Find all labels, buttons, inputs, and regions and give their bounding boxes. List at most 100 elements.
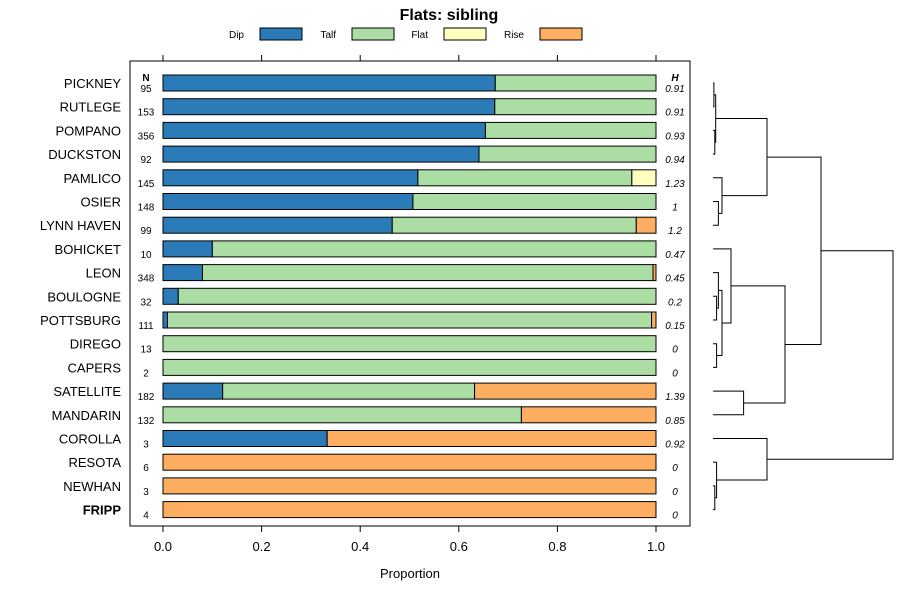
n-value-leon: 348 [138, 274, 155, 285]
category-label-resota: RESOTA [69, 455, 122, 470]
bar-segment-mandarin-rise [520, 406, 657, 424]
bar-segment-capers-talf [162, 358, 657, 376]
bars [162, 74, 657, 519]
bar-segment-newhan-rise [162, 477, 657, 495]
category-label-mandarin: MANDARIN [52, 408, 121, 423]
n-value-osier: 148 [138, 203, 155, 214]
bar-segment-lynn-haven-dip [162, 216, 393, 234]
h-value-newhan: 0 [672, 487, 678, 498]
h-value-pottsburg: 0.15 [665, 321, 685, 332]
dendrogram-branch-q [713, 438, 768, 481]
bar-segment-osier-dip [162, 193, 414, 210]
bar-segment-leon-rise [652, 264, 657, 282]
bar-segment-fripp-rise [162, 501, 657, 519]
bar-segment-boulogne-talf [177, 287, 657, 305]
dendrogram-branch-l [713, 390, 745, 416]
bar-segment-pamlico-flat [631, 169, 657, 187]
h-value-lynn-haven: 1.2 [668, 226, 682, 237]
h-value-corolla: 0.92 [665, 440, 685, 451]
dendrogram-branch-m [731, 285, 786, 404]
category-label-fripp: FRIPP [83, 503, 122, 518]
h-value-leon: 0.45 [665, 274, 685, 285]
bar-segment-pompano-dip [162, 121, 486, 139]
bar-segment-rutlege-talf [494, 98, 657, 116]
bar-segment-bohicket-dip [162, 240, 213, 258]
category-label-pompano: POMPANO [56, 123, 122, 138]
bar-segment-pickney-talf [494, 74, 657, 92]
bar-segment-corolla-dip [162, 430, 328, 447]
h-value-pamlico: 1.23 [665, 179, 685, 190]
bar-segment-pottsburg-rise [651, 311, 657, 329]
bar-segment-dirego-talf [162, 335, 657, 353]
n-value-bohicket: 10 [140, 250, 152, 261]
category-label-satellite: SATELLITE [53, 384, 121, 399]
x-tick-label-0: 0.0 [154, 539, 172, 554]
bar-segment-lynn-haven-talf [391, 216, 637, 234]
bar-segment-pamlico-dip [162, 169, 419, 187]
x-tick-label-5: 1.0 [647, 539, 665, 554]
x-axis-title: Proportion [380, 566, 440, 581]
bar-segment-corolla-rise [326, 430, 657, 447]
category-labels: PICKNEY 95 0.91 RUTLEGE 153 0.91 POMPANO 356 0.9… [40, 76, 685, 522]
bar-segment-pickney-dip [162, 74, 496, 92]
bar-segment-satellite-rise [474, 382, 657, 400]
category-label-boulogne: BOULOGNE [47, 289, 121, 304]
category-label-rutlege: RUTLEGE [60, 100, 122, 115]
x-axis: 0.0 0.2 0.4 0.6 0.8 1.0 [154, 55, 665, 554]
legend-label-flat: Flat [411, 30, 428, 41]
n-value-resota: 6 [143, 463, 149, 474]
category-label-bohicket: BOHICKET [55, 242, 122, 257]
category-label-newhan: NEWHAN [63, 479, 121, 494]
category-label-pickney: PICKNEY [64, 76, 121, 91]
bar-segment-resota-rise [162, 453, 657, 471]
n-value-newhan: 3 [143, 487, 149, 498]
n-value-pickney: 95 [140, 84, 152, 95]
n-value-rutlege: 153 [138, 108, 155, 119]
dendrogram-branch-f [715, 118, 768, 197]
dendrogram-branch-b [713, 129, 716, 155]
bar-segment-leon-dip [162, 264, 203, 282]
category-label-dirego: DIREGO [70, 337, 121, 352]
h-value-satellite: 1.39 [665, 392, 685, 403]
h-value-capers: 0 [672, 368, 678, 379]
n-value-pompano: 356 [138, 131, 155, 142]
n-value-fripp: 4 [143, 511, 149, 522]
h-value-pompano: 0.93 [665, 131, 685, 142]
legend-swatch-rise [539, 27, 583, 41]
bar-segment-duckston-talf [478, 145, 657, 163]
bar-segment-osier-talf [412, 193, 657, 210]
n-value-pottsburg: 111 [138, 321, 154, 332]
dendrogram-branch-n [767, 156, 822, 345]
bar-segment-mandarin-talf [162, 406, 522, 424]
legend-swatch-flat [443, 27, 487, 41]
h-value-osier: 1 [672, 203, 678, 214]
h-value-resota: 0 [672, 463, 678, 474]
dendrogram-branch-i [713, 343, 718, 368]
bar-segment-pottsburg-talf [166, 311, 653, 329]
dendrogram-branch-j [716, 289, 723, 357]
category-label-lynn-haven: LYNN HAVEN [40, 218, 121, 233]
h-value-mandarin: 0.85 [665, 416, 685, 427]
legend-label-rise: Rise [504, 30, 524, 41]
n-value-corolla: 3 [143, 440, 149, 451]
x-tick-label-2: 0.4 [351, 539, 369, 554]
legend-swatch-dip [259, 27, 303, 41]
dendrogram-branch-d [713, 201, 719, 226]
n-value-mandarin: 132 [138, 416, 155, 427]
n-value-pamlico: 145 [138, 179, 155, 190]
category-label-pottsburg: POTTSBURG [40, 313, 121, 328]
n-value-capers: 2 [143, 368, 149, 379]
n-column-header: N [142, 73, 149, 84]
h-value-duckston: 0.94 [665, 155, 685, 166]
x-tick-label-3: 0.6 [450, 539, 468, 554]
dendrogram-branch-e [713, 177, 723, 214]
dendrogram [713, 82, 894, 511]
bar-segment-pamlico-talf [417, 169, 633, 187]
n-value-lynn-haven: 99 [140, 226, 152, 237]
dendrogram-branch-h [713, 272, 719, 309]
bar-segment-bohicket-talf [211, 240, 657, 258]
n-value-boulogne: 32 [140, 297, 152, 308]
legend: Dip Talf Flat Rise [229, 27, 583, 41]
h-value-dirego: 0 [672, 345, 678, 356]
